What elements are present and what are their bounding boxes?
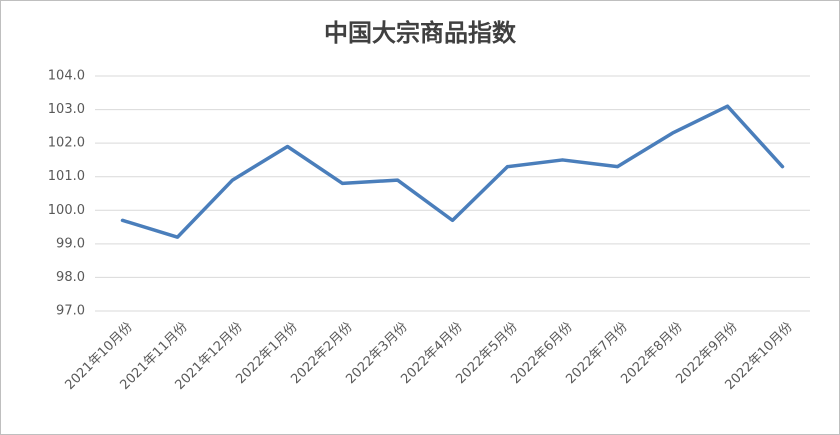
y-tick-label: 103.0 xyxy=(48,102,85,117)
y-tick-label: 99.0 xyxy=(56,236,85,251)
line xyxy=(120,104,785,239)
chart-title: 中国大宗商品指数 xyxy=(324,19,517,47)
y-tick-label: 97.0 xyxy=(56,304,85,319)
y-tick-label: 102.0 xyxy=(48,136,85,151)
y-tick-label: 104.0 xyxy=(48,69,85,84)
y-tick-label: 98.0 xyxy=(56,270,85,285)
y-tick-label: 101.0 xyxy=(48,169,85,184)
y-tick-label: 100.0 xyxy=(48,203,85,218)
